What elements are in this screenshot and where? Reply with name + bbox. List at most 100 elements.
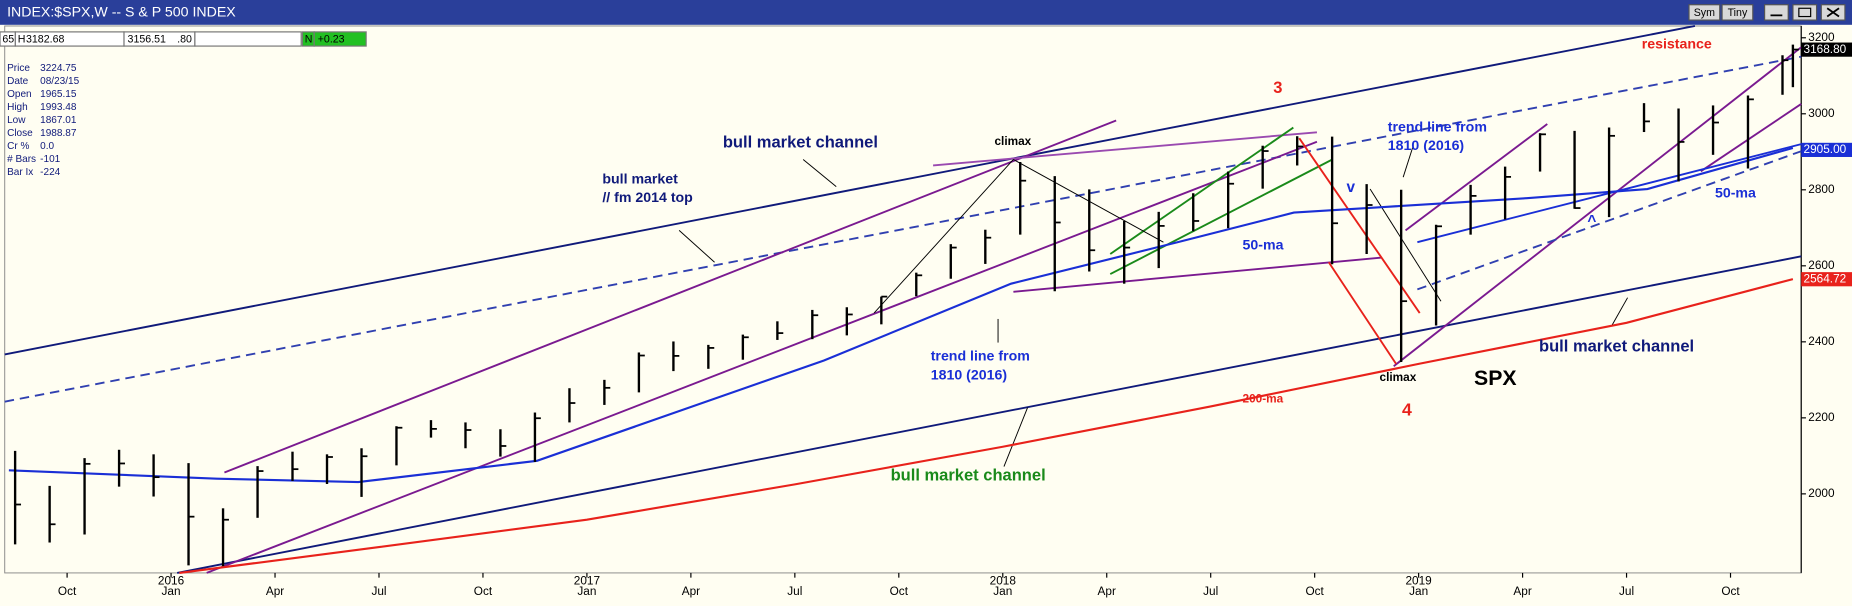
annotation: 4 xyxy=(1402,400,1412,420)
sym-button[interactable] xyxy=(1688,4,1721,21)
trend-line xyxy=(1013,256,1383,293)
info-label: Cr % xyxy=(7,141,29,152)
x-tick-label: Oct xyxy=(474,584,493,598)
maximize-icon xyxy=(1798,7,1812,18)
x-tick-label: Apr xyxy=(682,584,700,598)
y-tick-label: 3000 xyxy=(1808,106,1835,120)
annotation: resistance xyxy=(1642,37,1712,53)
trend-line xyxy=(206,140,1318,574)
info-label: Price xyxy=(7,63,30,74)
info-value: -224 xyxy=(40,167,60,178)
annotation: 50-ma xyxy=(1715,185,1756,201)
info-value: -101 xyxy=(40,154,60,165)
info-cell xyxy=(194,31,302,47)
price-tag-label: 2564.72 xyxy=(1804,271,1847,285)
annotation: // fm 2014 top xyxy=(602,190,693,206)
info-field: 3156.51 xyxy=(128,33,166,45)
year-label: 2018 xyxy=(990,573,1017,587)
trend-line xyxy=(1700,103,1802,173)
trend-line xyxy=(873,159,1014,314)
annotation: ^ xyxy=(1587,213,1596,230)
info-value: 1993.48 xyxy=(40,102,77,113)
info-label: Bar Ix xyxy=(7,167,33,178)
info-label: Low xyxy=(7,115,26,126)
info-field: +0.23 xyxy=(318,33,345,45)
y-tick-label: 3200 xyxy=(1808,30,1835,44)
sym-label: Sym xyxy=(1694,7,1715,19)
info-label: # Bars xyxy=(7,154,36,165)
trend-line xyxy=(1298,137,1421,314)
annotation: 50-ma xyxy=(1243,237,1284,253)
annotation: bull market channel xyxy=(891,465,1046,484)
trend-line xyxy=(1393,46,1802,367)
pointer xyxy=(1003,407,1029,467)
trend-line xyxy=(4,55,1802,403)
y-tick-label: 2000 xyxy=(1808,486,1835,500)
info-field: 3182.68 xyxy=(26,33,64,45)
annotation: 1810 (2016) xyxy=(1388,138,1465,154)
annotation: climax xyxy=(1380,370,1417,384)
trend-line xyxy=(224,119,1117,474)
price-tag xyxy=(1801,272,1852,287)
price-tag xyxy=(1801,142,1852,157)
annotation: 1810 (2016) xyxy=(931,367,1008,383)
info-value: 1988.87 xyxy=(40,128,77,139)
annotation: trend line from xyxy=(1388,119,1487,135)
trend-line xyxy=(1417,150,1802,291)
annotation: climax xyxy=(995,134,1032,148)
info-value: 1867.01 xyxy=(40,115,77,126)
trend-line xyxy=(4,25,1696,356)
info-label: Close xyxy=(7,128,33,139)
info-label: High xyxy=(7,102,28,113)
pointer xyxy=(1402,147,1414,178)
trend-line xyxy=(1404,123,1548,232)
pointer xyxy=(1611,297,1628,326)
tiny-button[interactable] xyxy=(1721,4,1754,21)
y-tick-label: 2800 xyxy=(1808,182,1835,196)
x-tick-label: Oct xyxy=(890,584,909,598)
moving-average xyxy=(8,146,1794,484)
x-tick-label: Oct xyxy=(58,584,77,598)
chart-title: INDEX:$SPX,W -- S & P 500 INDEX xyxy=(7,5,236,21)
info-label: Date xyxy=(7,76,29,87)
x-tick-label: Apr xyxy=(1098,584,1116,598)
info-value: 08/23/15 xyxy=(40,76,79,87)
annotation: 200-ma xyxy=(1243,391,1284,405)
x-tick-label: Oct xyxy=(1305,584,1324,598)
x-tick-label: Oct xyxy=(1721,584,1740,598)
x-tick-label: Jul xyxy=(787,584,802,598)
y-tick-label: 2200 xyxy=(1808,410,1835,424)
info-value: 0.0 xyxy=(40,141,54,152)
x-tick-label: Jan xyxy=(162,584,181,598)
close-icon xyxy=(1826,7,1840,18)
year-label: 2017 xyxy=(574,573,600,587)
annotation: bull market channel xyxy=(1539,337,1694,356)
moving-average xyxy=(179,278,1794,574)
trend-line xyxy=(1109,158,1333,275)
annotation: bull market channel xyxy=(723,132,878,151)
minimize-button[interactable] xyxy=(1764,4,1789,21)
info-field: N xyxy=(305,33,313,45)
annotation: bull market xyxy=(602,171,678,187)
annotation: v xyxy=(1346,179,1355,196)
x-tick-label: Apr xyxy=(266,584,284,598)
info-field: H xyxy=(18,33,26,45)
trend-line xyxy=(176,255,1802,574)
info-value: 1965.15 xyxy=(40,89,77,100)
trend-line xyxy=(933,131,1318,167)
x-tick-label: Jan xyxy=(577,584,596,598)
info-field: 65 xyxy=(2,33,14,45)
trend-line xyxy=(1327,261,1397,365)
info-field: .80 xyxy=(177,33,192,45)
pointer xyxy=(802,159,837,188)
maximize-button[interactable] xyxy=(1792,4,1818,21)
x-tick-label: Jan xyxy=(1409,584,1428,598)
tiny-label: Tiny xyxy=(1728,7,1748,19)
annotation: 3 xyxy=(1273,78,1282,97)
year-label: 2019 xyxy=(1406,573,1432,587)
x-tick-label: Jan xyxy=(993,584,1012,598)
price-tag-label: 3168.80 xyxy=(1804,42,1847,56)
price-tag-label: 2905.00 xyxy=(1804,142,1847,156)
